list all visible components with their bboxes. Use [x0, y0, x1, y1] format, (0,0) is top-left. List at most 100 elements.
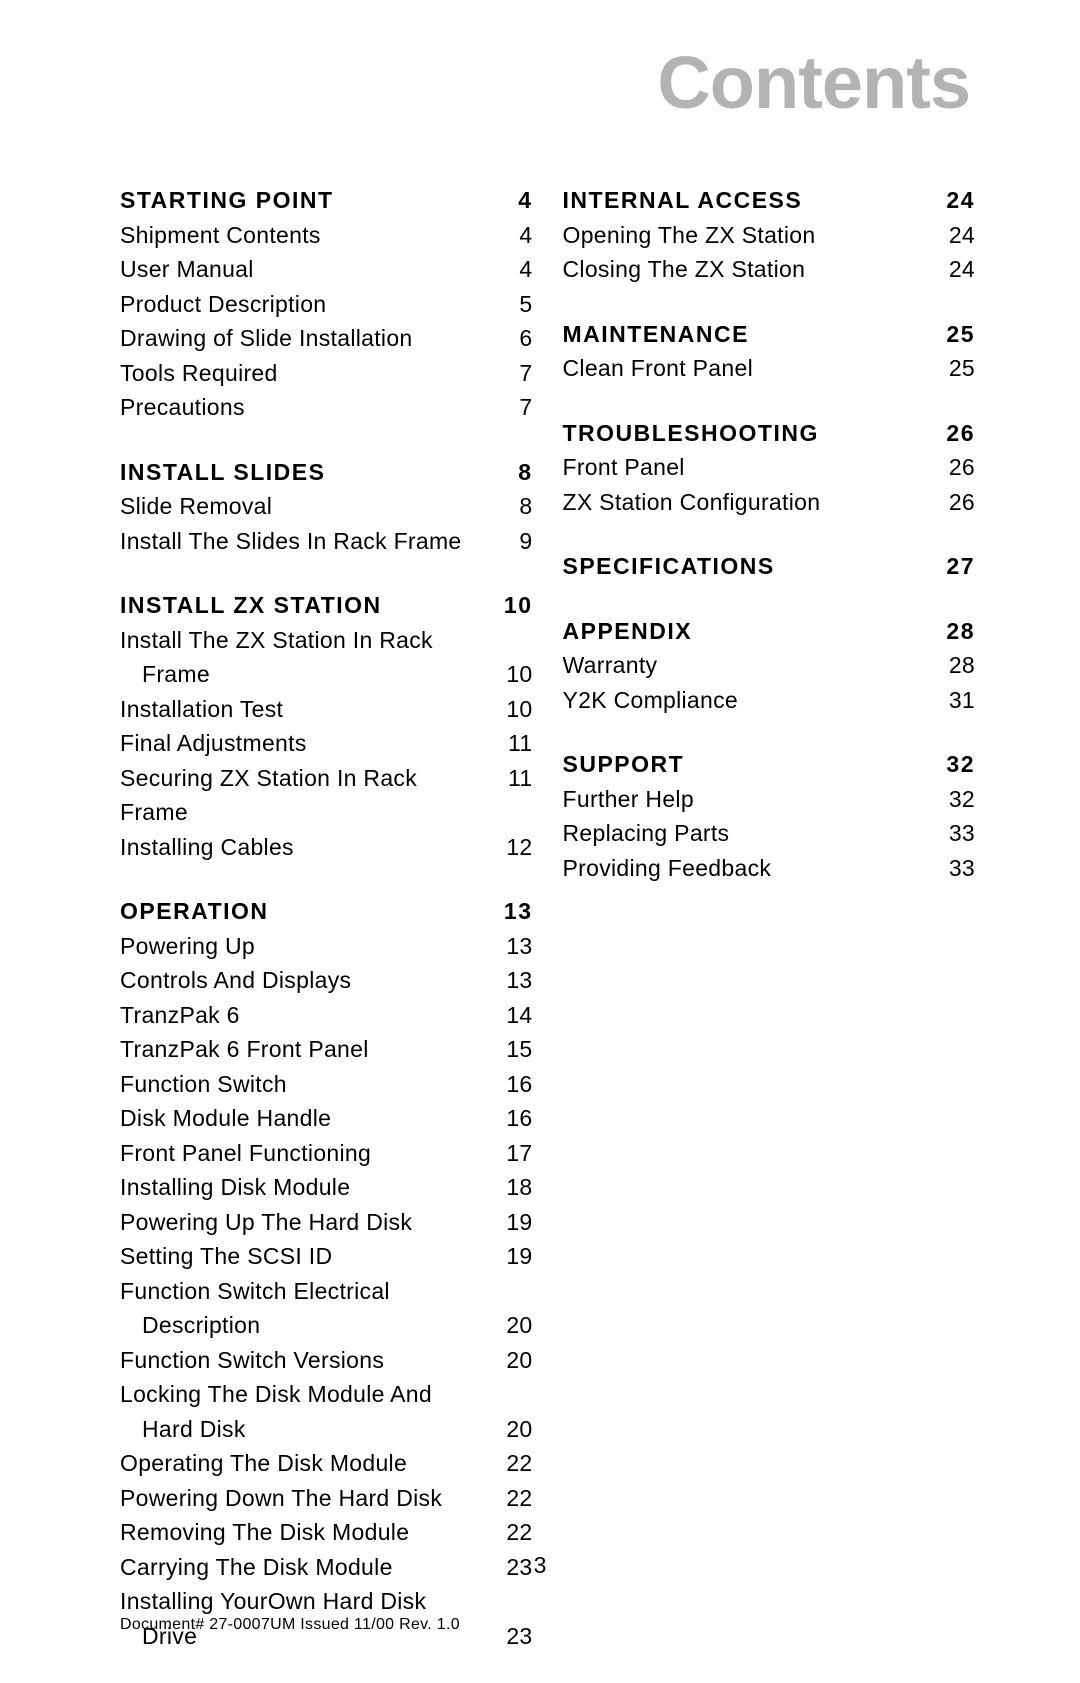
toc-heading-label: INSTALL SLIDES [120, 455, 325, 490]
toc-entry-label: Slide Removal [120, 489, 493, 524]
toc-entry: Installing YourOwn Hard Disk [120, 1584, 533, 1619]
toc-entry: Function Switch Electrical [120, 1274, 533, 1309]
toc-entry-page: 16 [493, 1101, 533, 1136]
toc-entry: Providing Feedback33 [563, 851, 976, 886]
toc-entry: Hard Disk20 [120, 1412, 533, 1447]
toc-entry: Install The Slides In Rack Frame9 [120, 524, 533, 559]
toc-entry-page: 10 [493, 657, 533, 692]
document-footer: Document# 27-0007UM Issued 11/00 Rev. 1.… [120, 1616, 460, 1634]
toc-section: SUPPORT32Further Help32Replacing Parts33… [563, 747, 976, 885]
toc-section-heading: INSTALL SLIDES 8 [120, 455, 533, 490]
toc-section: STARTING POINT4Shipment Contents4User Ma… [120, 183, 533, 425]
toc-entry-label: Securing ZX Station In Rack Frame [120, 761, 493, 830]
toc-entry-label: Frame [120, 657, 493, 692]
toc-heading-label: STARTING POINT [120, 183, 334, 218]
toc-entry-label: Precautions [120, 390, 493, 425]
toc-entry: Controls And Displays13 [120, 963, 533, 998]
toc-entry: Powering Up13 [120, 929, 533, 964]
toc-section: OPERATION13Powering Up13Controls And Dis… [120, 894, 533, 1653]
toc-section: MAINTENANCE25Clean Front Panel25 [563, 317, 976, 386]
toc-entry: Function Switch16 [120, 1067, 533, 1102]
toc-entry: Final Adjustments11 [120, 726, 533, 761]
toc-heading-page: 25 [935, 317, 975, 352]
toc-section-heading: SUPPORT32 [563, 747, 976, 782]
toc-entry-label: Installing Cables [120, 830, 493, 865]
toc-heading-page: 10 [493, 588, 533, 623]
toc-entry-label: Locking The Disk Module And [120, 1377, 493, 1412]
toc-entry-page: 22 [493, 1515, 533, 1550]
toc-entry-page: 25 [935, 351, 975, 386]
toc-entry-label: Installation Test [120, 692, 493, 727]
toc-entry: Closing The ZX Station24 [563, 252, 976, 287]
toc-entry-label: Install The ZX Station In Rack [120, 623, 493, 658]
toc-entry-page: 6 [493, 321, 533, 356]
toc-entry-label: Shipment Contents [120, 218, 493, 253]
toc-entry: Precautions7 [120, 390, 533, 425]
toc-entry-label: Controls And Displays [120, 963, 493, 998]
toc-entry: TranzPak 6 Front Panel15 [120, 1032, 533, 1067]
page-title: Contents [120, 40, 975, 125]
toc-entry-label: Function Switch Versions [120, 1343, 493, 1378]
toc-entry-label: Description [120, 1308, 493, 1343]
toc-entry: Tools Required7 [120, 356, 533, 391]
toc-entry: Installing Cables12 [120, 830, 533, 865]
toc-entry-page: 24 [935, 218, 975, 253]
contents-page: Contents STARTING POINT 4Shipment Content… [0, 0, 1080, 1669]
toc-section: INSTALL SLIDES 8Slide Removal8 Install The… [120, 455, 533, 559]
toc-entry-page: 17 [493, 1136, 533, 1171]
toc-heading-page: 4 [493, 183, 533, 218]
toc-entry: User Manual4 [120, 252, 533, 287]
toc-heading-label: APPENDIX [563, 614, 693, 649]
toc-entry-label: Disk Module Handle [120, 1101, 493, 1136]
toc-entry-page: 19 [493, 1239, 533, 1274]
toc-entry-label: Opening The ZX Station [563, 218, 936, 253]
toc-entry: Powering Up The Hard Disk19 [120, 1205, 533, 1240]
toc-entry-page: 19 [493, 1205, 533, 1240]
toc-entry: Function Switch Versions20 [120, 1343, 533, 1378]
toc-entry-label: Further Help [563, 782, 936, 817]
toc-entry-page: 4 [493, 252, 533, 287]
toc-entry-label: Removing The Disk Module [120, 1515, 493, 1550]
toc-entry: Replacing Parts33 [563, 816, 976, 851]
toc-heading-page: 28 [935, 614, 975, 649]
toc-entry-page: 13 [493, 929, 533, 964]
toc-entry-label: Front Panel Functioning [120, 1136, 493, 1171]
toc-heading-page: 27 [935, 549, 975, 584]
toc-entry: Install The ZX Station In Rack [120, 623, 533, 658]
toc-heading-label: OPERATION [120, 894, 269, 929]
toc-entry: Setting The SCSI ID19 [120, 1239, 533, 1274]
toc-section-heading: INTERNAL ACCESS24 [563, 183, 976, 218]
toc-entry: Operating The Disk Module22 [120, 1446, 533, 1481]
toc-entry-label: TranzPak 6 [120, 998, 493, 1033]
toc-entry: Disk Module Handle16 [120, 1101, 533, 1136]
toc-entry-label: Powering Up [120, 929, 493, 964]
toc-column: INTERNAL ACCESS24Opening The ZX Station2… [563, 183, 976, 1683]
toc-entry-label: Setting The SCSI ID [120, 1239, 493, 1274]
toc-entry-page: 5 [493, 287, 533, 322]
toc-section: TROUBLESHOOTING26Front Panel26ZX Station… [563, 416, 976, 520]
toc-entry: ZX Station Configuration26 [563, 485, 976, 520]
toc-entry-page: 20 [493, 1343, 533, 1378]
toc-entry-label: Tools Required [120, 356, 493, 391]
toc-entry-label: Powering Down The Hard Disk [120, 1481, 493, 1516]
toc-entry-page: 11 [493, 726, 533, 761]
toc-heading-label: INTERNAL ACCESS [563, 183, 803, 218]
toc-section-heading: INSTALL ZX STATION 10 [120, 588, 533, 623]
toc-heading-page: 26 [935, 416, 975, 451]
toc-entry-label: Y2K Compliance [563, 683, 936, 718]
toc-entry-label: Warranty [563, 648, 936, 683]
toc-entry-page: 26 [935, 450, 975, 485]
toc-entry-label: Installing Disk Module [120, 1170, 493, 1205]
toc-entry-page: 22 [493, 1481, 533, 1516]
toc-entry-label: Installing YourOwn Hard Disk [120, 1584, 493, 1619]
toc-section-heading: OPERATION13 [120, 894, 533, 929]
toc-entry-page: 20 [493, 1308, 533, 1343]
toc-heading-page: 8 [493, 455, 533, 490]
toc-heading-label: SUPPORT [563, 747, 685, 782]
toc-entry-label: Powering Up The Hard Disk [120, 1205, 493, 1240]
toc-entry: Front Panel Functioning17 [120, 1136, 533, 1171]
toc-entry-page: 33 [935, 851, 975, 886]
toc-heading-label: INSTALL ZX STATION [120, 588, 382, 623]
toc-entry-label: Function Switch [120, 1067, 493, 1102]
toc-entry-label: Replacing Parts [563, 816, 936, 851]
